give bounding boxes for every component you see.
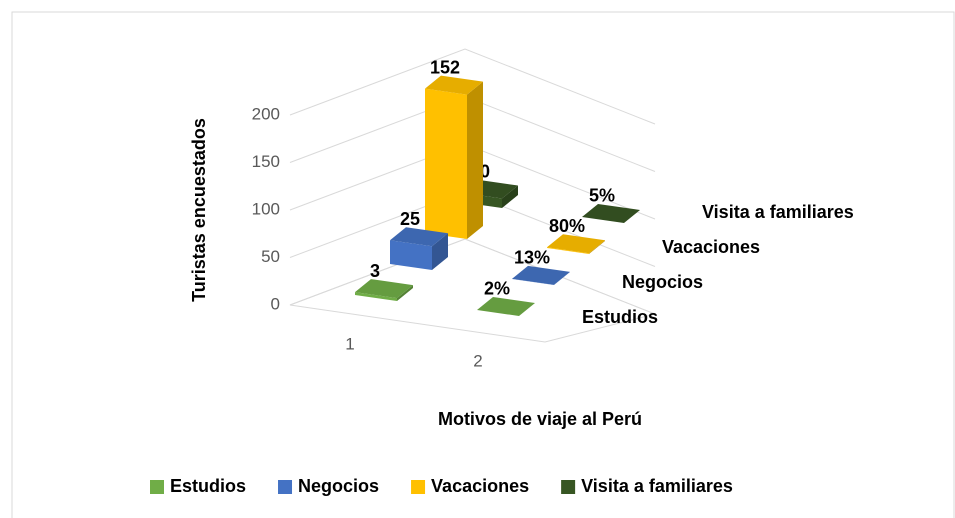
data-label: 13% [514,248,550,268]
bar-side [432,233,448,270]
legend-label: Vacaciones [431,476,529,496]
bar-front [390,240,432,270]
bar-top [390,227,448,247]
bar-top [512,265,570,285]
data-label: 2% [484,279,510,299]
bar [477,297,535,316]
data-label: 5% [589,186,615,206]
legend-label: Visita a familiares [581,476,733,496]
x-tick-label: 1 [345,334,354,353]
bar [582,204,640,223]
bar-top [582,204,640,223]
legend-swatch [411,480,426,494]
data-label: 25 [400,209,420,229]
bar-side [467,81,483,239]
data-label: 3 [370,261,380,281]
bar-side [589,240,605,254]
bar-top [425,75,483,95]
y-tick-label: 100 [252,199,280,218]
bar-top [547,234,605,254]
bar [425,75,483,239]
bar [512,265,570,285]
legend-label: Negocios [298,476,379,496]
legend-label: Estudios [170,476,246,496]
depth-label: Negocios [622,272,703,292]
legend-swatch [561,480,576,494]
depth-label: Visita a familiares [702,202,854,222]
y-tick-label: 0 [271,294,280,313]
depth-label: Estudios [582,307,658,327]
grid-line [289,238,656,315]
depth-label: Vacaciones [662,237,760,257]
bar-front [512,278,554,285]
bar-front [355,292,397,301]
bar-side [502,185,518,208]
x-tick-label: 2 [473,351,482,370]
y-tick-label: 50 [261,247,280,266]
data-label: 80% [549,216,585,236]
bar-front [425,88,467,239]
bar [355,279,413,301]
y-tick-label: 200 [252,104,280,123]
bar [547,234,605,254]
data-label: 152 [430,57,460,77]
bar-top [355,279,413,299]
bar-front [547,247,589,254]
chart-frame [11,11,955,518]
legend-swatch [278,480,293,494]
y-tick-label: 150 [252,152,280,171]
bar-side [554,271,570,285]
bar-top [477,297,535,316]
grid-line [289,48,656,125]
bar-side [397,285,413,301]
x-axis-title: Motivos de viaje al Perú [438,409,642,429]
legend-swatch [150,480,164,494]
y-axis-title: Turistas encuestados [189,118,209,302]
bar [390,227,448,270]
